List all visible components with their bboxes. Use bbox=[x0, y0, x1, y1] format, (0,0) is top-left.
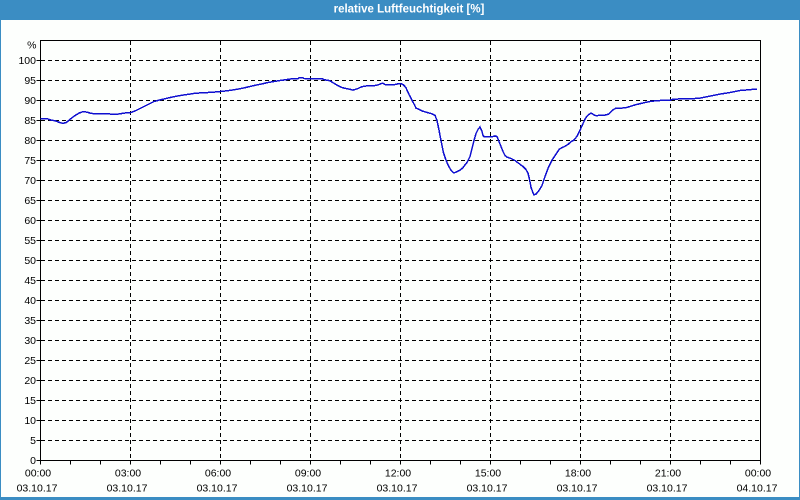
svg-text:04.10.17: 04.10.17 bbox=[737, 483, 778, 495]
svg-text:35: 35 bbox=[24, 315, 36, 327]
svg-text:00:00: 00:00 bbox=[25, 468, 51, 480]
svg-text:40: 40 bbox=[24, 295, 36, 307]
svg-text:20: 20 bbox=[24, 375, 36, 387]
svg-text:18:00: 18:00 bbox=[565, 468, 591, 480]
svg-text:5: 5 bbox=[30, 435, 36, 447]
svg-text:03.10.17: 03.10.17 bbox=[467, 483, 508, 495]
svg-text:03.10.17: 03.10.17 bbox=[107, 483, 148, 495]
svg-text:25: 25 bbox=[24, 355, 36, 367]
svg-text:09:00: 09:00 bbox=[295, 468, 321, 480]
svg-text:55: 55 bbox=[24, 235, 36, 247]
svg-text:12:00: 12:00 bbox=[385, 468, 411, 480]
svg-text:65: 65 bbox=[24, 195, 36, 207]
svg-text:00:00: 00:00 bbox=[745, 468, 771, 480]
svg-text:0: 0 bbox=[30, 455, 36, 467]
svg-text:21:00: 21:00 bbox=[655, 468, 681, 480]
svg-text:03:00: 03:00 bbox=[115, 468, 141, 480]
svg-text:%: % bbox=[27, 40, 36, 52]
svg-text:15:00: 15:00 bbox=[475, 468, 501, 480]
svg-text:15: 15 bbox=[24, 395, 36, 407]
svg-text:03.10.17: 03.10.17 bbox=[287, 483, 328, 495]
svg-text:03.10.17: 03.10.17 bbox=[557, 483, 598, 495]
svg-text:100: 100 bbox=[18, 55, 36, 67]
svg-text:relative Luftfeuchtigkeit [%]: relative Luftfeuchtigkeit [%] bbox=[334, 4, 485, 16]
svg-text:30: 30 bbox=[24, 335, 36, 347]
svg-text:03.10.17: 03.10.17 bbox=[197, 483, 238, 495]
svg-text:85: 85 bbox=[24, 115, 36, 127]
svg-text:10: 10 bbox=[24, 415, 36, 427]
svg-text:03.10.17: 03.10.17 bbox=[17, 483, 58, 495]
svg-text:75: 75 bbox=[24, 155, 36, 167]
svg-text:06:00: 06:00 bbox=[205, 468, 231, 480]
svg-text:03.10.17: 03.10.17 bbox=[647, 483, 688, 495]
svg-text:50: 50 bbox=[24, 255, 36, 267]
svg-text:80: 80 bbox=[24, 135, 36, 147]
svg-text:45: 45 bbox=[24, 275, 36, 287]
svg-text:70: 70 bbox=[24, 175, 36, 187]
svg-text:95: 95 bbox=[24, 75, 36, 87]
svg-text:03.10.17: 03.10.17 bbox=[377, 483, 418, 495]
svg-text:90: 90 bbox=[24, 95, 36, 107]
svg-text:60: 60 bbox=[24, 215, 36, 227]
